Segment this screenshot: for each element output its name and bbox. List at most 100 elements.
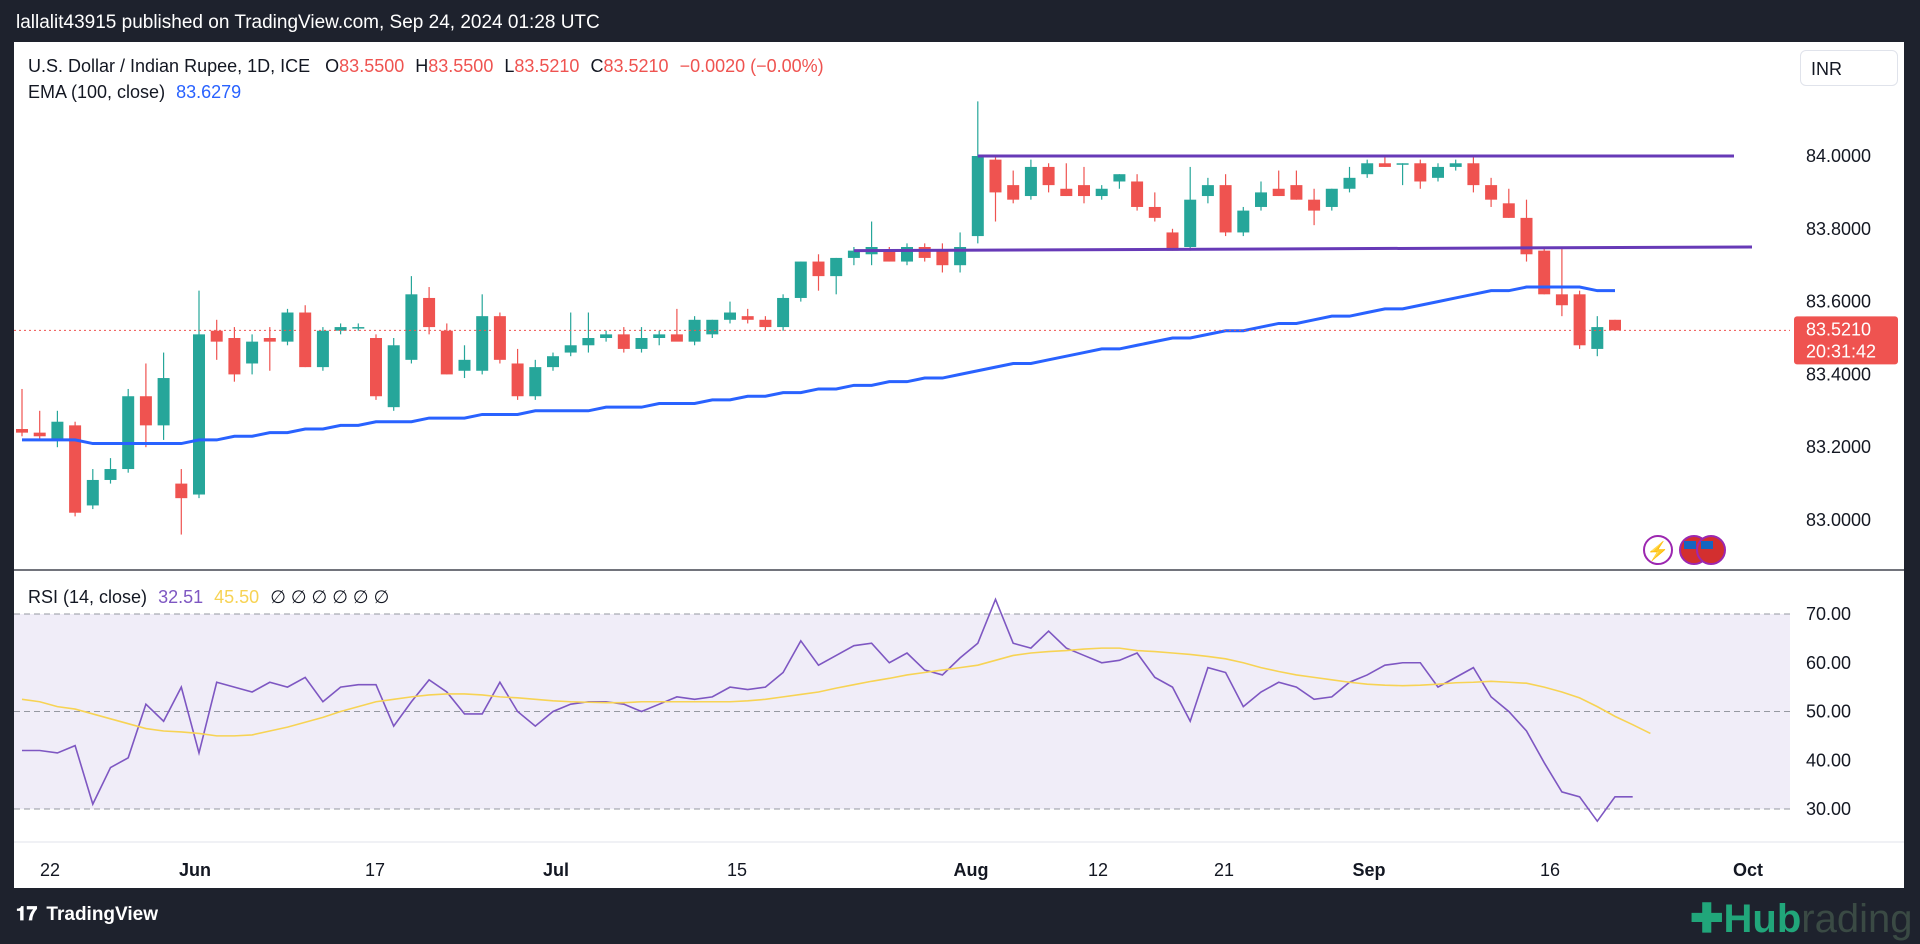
- lightning-glyph: ⚡: [1647, 540, 1669, 562]
- symbol-name[interactable]: U.S. Dollar / Indian Rupee, 1D, ICE: [28, 56, 311, 76]
- candle: [1272, 170, 1285, 197]
- candle-body: [1555, 294, 1568, 306]
- candle: [936, 243, 949, 273]
- candle-body: [847, 250, 860, 258]
- candle: [759, 316, 772, 331]
- price-tick-label: 83.8000: [1806, 219, 1871, 239]
- candle-body: [139, 396, 152, 426]
- ema-legend[interactable]: EMA (100, close) 83.6279: [28, 82, 241, 103]
- candle-body: [1378, 163, 1391, 167]
- candle-body: [246, 341, 259, 364]
- candle-body: [883, 250, 896, 262]
- candle: [139, 363, 152, 448]
- candle-body: [1042, 166, 1055, 186]
- candle-body: [440, 330, 453, 375]
- time-tick-label: Sep: [1352, 860, 1385, 880]
- candle-body: [918, 247, 931, 258]
- close-label: C: [590, 56, 604, 76]
- ema-line: [22, 285, 1615, 446]
- currency-button[interactable]: INR: [1800, 50, 1898, 86]
- candle: [1060, 163, 1073, 197]
- candle: [193, 290, 205, 499]
- time-tick-label: Jul: [543, 860, 569, 880]
- price-tick-label: 83.0000: [1806, 510, 1871, 530]
- candle-body: [1184, 199, 1197, 247]
- candle: [334, 323, 347, 335]
- candle-body: [1272, 188, 1285, 197]
- candle: [352, 323, 365, 331]
- candle: [1166, 228, 1179, 251]
- candle: [1520, 199, 1533, 262]
- candle-body: [547, 356, 559, 368]
- low-value: 83.5210: [514, 56, 580, 76]
- candle: [86, 469, 99, 510]
- candle: [175, 469, 188, 535]
- candle-body: [405, 294, 418, 360]
- candle-body: [423, 297, 436, 328]
- candle-body: [830, 257, 843, 277]
- candle-body: [1095, 188, 1108, 197]
- candle-body: [1255, 192, 1267, 207]
- candle-body: [936, 250, 949, 266]
- candle-body: [741, 316, 754, 320]
- candle-body: [1325, 188, 1338, 207]
- candle: [741, 308, 754, 324]
- candle: [1255, 181, 1267, 211]
- candle-body: [1343, 177, 1356, 189]
- candle: [529, 359, 542, 400]
- candle: [1591, 316, 1604, 357]
- candle: [830, 257, 843, 295]
- time-tick-label: Oct: [1733, 860, 1763, 880]
- rsi-empty-values: ∅ ∅ ∅ ∅ ∅ ∅: [270, 587, 390, 607]
- candle-body: [316, 330, 329, 368]
- time-tick-label: Aug: [954, 860, 989, 880]
- candle: [1113, 174, 1126, 189]
- candle-body: [387, 345, 400, 408]
- candle-body: [16, 429, 28, 433]
- candle: [440, 323, 453, 375]
- candle: [405, 276, 418, 364]
- candle: [564, 312, 577, 357]
- candle: [547, 352, 559, 371]
- channel-bottom-line: [853, 245, 1753, 253]
- ema-label: EMA (100, close): [28, 82, 166, 102]
- candle: [387, 338, 400, 411]
- candle-body: [1538, 250, 1551, 295]
- candle: [1449, 159, 1462, 171]
- candle-body: [670, 334, 683, 342]
- candle: [1378, 156, 1391, 167]
- rsi-band: [14, 614, 1790, 809]
- rsi-ma-value: 45.50: [214, 587, 260, 607]
- candle: [918, 243, 931, 262]
- high-label: H: [415, 56, 429, 76]
- candle: [1024, 159, 1037, 200]
- candle-body: [1485, 185, 1498, 200]
- price-tag-countdown: 20:31:42: [1806, 341, 1876, 361]
- watermark-rest: rading: [1801, 897, 1913, 941]
- candle-body: [33, 432, 46, 437]
- rsi-tick-label: 30.00: [1806, 799, 1851, 819]
- candle: [299, 305, 312, 368]
- rsi-value: 32.51: [158, 587, 204, 607]
- candle: [1148, 192, 1161, 222]
- candle: [1131, 174, 1144, 211]
- candle-body: [1148, 206, 1161, 218]
- candle: [104, 458, 117, 484]
- candle: [865, 221, 878, 266]
- candle: [635, 327, 648, 353]
- time-tick-label: 12: [1088, 860, 1108, 880]
- rsi-tick-label: 60.00: [1806, 653, 1851, 673]
- candle: [1396, 163, 1409, 186]
- candle: [724, 301, 736, 324]
- candle-body: [1201, 185, 1214, 197]
- rsi-tick-label: 70.00: [1806, 604, 1851, 624]
- tradingview-logo[interactable]: 𝟏𝟕 TradingView: [16, 904, 158, 926]
- candle: [210, 319, 223, 360]
- time-tick-label: 16: [1540, 860, 1560, 880]
- candle-body: [1113, 174, 1126, 182]
- rsi-tick-label: 50.00: [1806, 702, 1851, 722]
- time-tick-label: 17: [365, 860, 385, 880]
- rsi-legend[interactable]: RSI (14, close) 32.51 45.50 ∅ ∅ ∅ ∅ ∅ ∅: [28, 587, 389, 608]
- rsi-pane: [14, 597, 1790, 823]
